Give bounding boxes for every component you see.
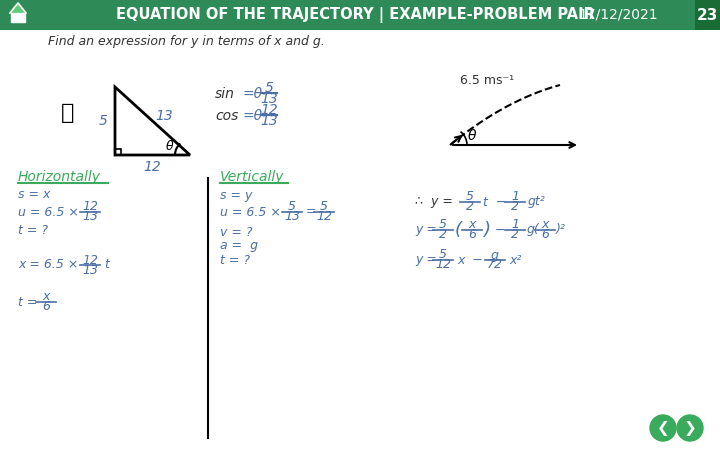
Text: 5: 5: [439, 219, 447, 231]
Text: 17/12/2021: 17/12/2021: [578, 8, 658, 22]
Text: 6.5 ms⁻¹: 6.5 ms⁻¹: [460, 73, 514, 86]
Text: −: −: [495, 224, 505, 237]
Text: 72: 72: [487, 258, 503, 271]
Text: sin: sin: [215, 87, 235, 101]
Text: 2: 2: [439, 229, 447, 242]
Circle shape: [650, 415, 676, 441]
Text: 5: 5: [288, 201, 296, 213]
Text: x²: x²: [509, 253, 521, 266]
Polygon shape: [11, 13, 25, 22]
Text: 12: 12: [82, 201, 98, 213]
Text: 2: 2: [466, 201, 474, 213]
Text: 12: 12: [435, 258, 451, 271]
Bar: [695, 0, 720, 30]
Text: 13: 13: [82, 211, 98, 224]
Text: 12: 12: [82, 253, 98, 266]
Bar: [0, 0, 720, 30]
Text: v = ?: v = ?: [220, 225, 253, 238]
Text: a =  g: a = g: [220, 239, 258, 252]
Text: 1: 1: [511, 219, 519, 231]
Text: x: x: [468, 219, 476, 231]
Text: 5: 5: [439, 248, 447, 261]
Text: t = ?: t = ?: [220, 253, 250, 266]
Text: 2: 2: [511, 229, 519, 242]
Text: ): ): [483, 221, 490, 239]
Text: (: (: [455, 221, 462, 239]
Text: 6: 6: [42, 301, 50, 314]
Text: cos: cos: [215, 109, 238, 123]
Text: 13: 13: [260, 92, 278, 106]
Text: t  −: t −: [483, 195, 506, 208]
Text: x = 6.5 ×: x = 6.5 ×: [18, 258, 78, 271]
Text: 5: 5: [320, 201, 328, 213]
Text: y =: y =: [415, 224, 437, 237]
Text: g: g: [491, 248, 499, 261]
Text: 12: 12: [143, 160, 161, 174]
Text: EQUATION OF THE TRAJECTORY | EXAMPLE-PROBLEM PAIR: EQUATION OF THE TRAJECTORY | EXAMPLE-PRO…: [116, 7, 595, 23]
Text: Horizontally: Horizontally: [18, 170, 101, 184]
Circle shape: [677, 415, 703, 441]
Text: 5: 5: [466, 190, 474, 203]
Text: t =: t =: [18, 296, 37, 309]
Text: s = x: s = x: [18, 189, 50, 202]
Text: x: x: [541, 219, 549, 231]
Text: ∴  y =: ∴ y =: [415, 195, 453, 208]
Text: θ: θ: [468, 129, 476, 143]
Text: )²: )²: [556, 224, 566, 237]
Text: x  −: x −: [457, 253, 483, 266]
Text: gt²: gt²: [528, 195, 546, 208]
Text: u = 6.5 ×: u = 6.5 ×: [18, 206, 79, 219]
Text: Vertically: Vertically: [220, 170, 284, 184]
Text: t = ?: t = ?: [18, 224, 48, 237]
Text: 13: 13: [260, 114, 278, 128]
Text: 👉: 👉: [61, 103, 75, 123]
Text: 23: 23: [696, 8, 718, 22]
Text: =θ: =θ: [243, 87, 263, 101]
Text: s = y: s = y: [220, 189, 253, 202]
Text: 13: 13: [82, 264, 98, 276]
Text: 5: 5: [99, 114, 107, 128]
Text: x: x: [42, 291, 50, 303]
Text: 12: 12: [260, 103, 278, 117]
Text: =θ: =θ: [243, 109, 263, 123]
Text: ❮: ❮: [657, 420, 670, 436]
Text: 2: 2: [511, 201, 519, 213]
Text: 13: 13: [156, 109, 174, 123]
Text: Find an expression for y in terms of x and g.: Find an expression for y in terms of x a…: [48, 36, 325, 49]
Text: y =: y =: [415, 253, 437, 266]
Text: 13: 13: [284, 211, 300, 224]
Text: θ: θ: [166, 140, 174, 153]
Text: t: t: [104, 258, 109, 271]
Text: 12: 12: [316, 211, 332, 224]
Text: u = 6.5 ×: u = 6.5 ×: [220, 206, 281, 219]
Text: =: =: [306, 206, 317, 219]
Text: 6: 6: [541, 229, 549, 242]
Text: 5: 5: [264, 81, 274, 95]
Text: ❯: ❯: [683, 420, 696, 436]
Text: 1: 1: [511, 190, 519, 203]
Text: g(: g(: [527, 224, 540, 237]
Polygon shape: [10, 3, 26, 13]
Text: 6: 6: [468, 229, 476, 242]
